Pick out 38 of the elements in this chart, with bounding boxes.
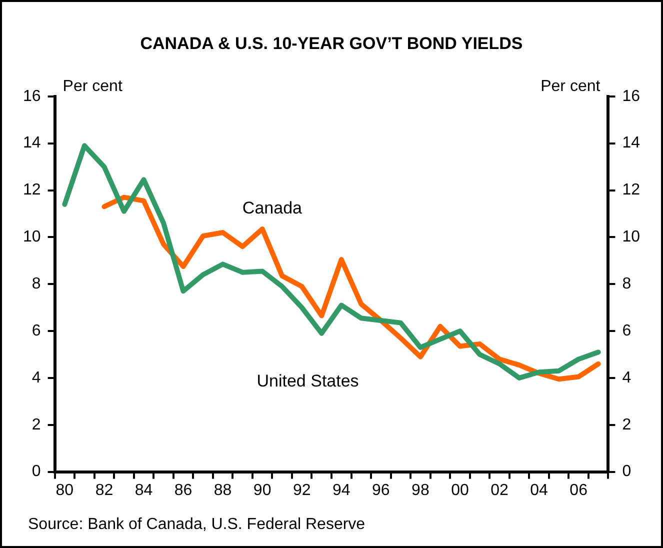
y2-tick-label: 4 bbox=[622, 369, 632, 386]
y2-tick-label: 10 bbox=[622, 228, 640, 246]
x-tick-label: 06 bbox=[570, 482, 588, 499]
x-tick-label: 82 bbox=[95, 482, 114, 499]
y2-tick-label: 14 bbox=[622, 134, 640, 152]
y-tick-label: 0 bbox=[32, 463, 41, 480]
chart-title: CANADA & U.S. 10-YEAR GOV’T BOND YIELDS bbox=[140, 34, 523, 53]
y2-tick-label: 12 bbox=[622, 182, 640, 199]
x-tick-label: 98 bbox=[412, 482, 430, 499]
x-tick-label: 84 bbox=[134, 482, 153, 499]
x-tick-label: 00 bbox=[451, 482, 469, 499]
y-tick-label: 4 bbox=[32, 369, 41, 386]
x-tick-label: 96 bbox=[372, 482, 390, 499]
y-tick-label: 2 bbox=[32, 416, 41, 434]
x-tick-label: 92 bbox=[292, 482, 311, 499]
y-tick-label: 12 bbox=[23, 182, 41, 199]
y2-axis-title: Per cent bbox=[540, 78, 601, 95]
x-tick-label: 90 bbox=[253, 482, 272, 499]
y-tick-label: 8 bbox=[32, 276, 41, 293]
y2-tick-label: 8 bbox=[622, 276, 632, 293]
x-tick-label: 86 bbox=[174, 482, 192, 499]
series-label: Canada bbox=[242, 198, 303, 218]
x-tick-label: 02 bbox=[490, 482, 508, 499]
x-tick-label: 80 bbox=[56, 482, 74, 499]
x-tick-label: 04 bbox=[530, 482, 548, 499]
x-tick-label: 94 bbox=[332, 482, 350, 499]
y-tick-label: 14 bbox=[23, 134, 41, 152]
y-axis-title: Per cent bbox=[62, 78, 123, 95]
x-tick-label: 88 bbox=[214, 482, 232, 499]
y-tick-label: 6 bbox=[32, 322, 41, 340]
y2-tick-label: 2 bbox=[622, 416, 632, 434]
y-tick-label: 16 bbox=[23, 88, 41, 105]
y2-tick-label: 0 bbox=[622, 463, 632, 480]
y2-tick-label: 16 bbox=[622, 88, 640, 105]
y2-tick-label: 6 bbox=[622, 322, 632, 340]
source-note: Source: Bank of Canada, U.S. Federal Reserve bbox=[28, 516, 366, 534]
text: United States bbox=[256, 371, 359, 390]
y-tick-label: 10 bbox=[23, 228, 41, 246]
